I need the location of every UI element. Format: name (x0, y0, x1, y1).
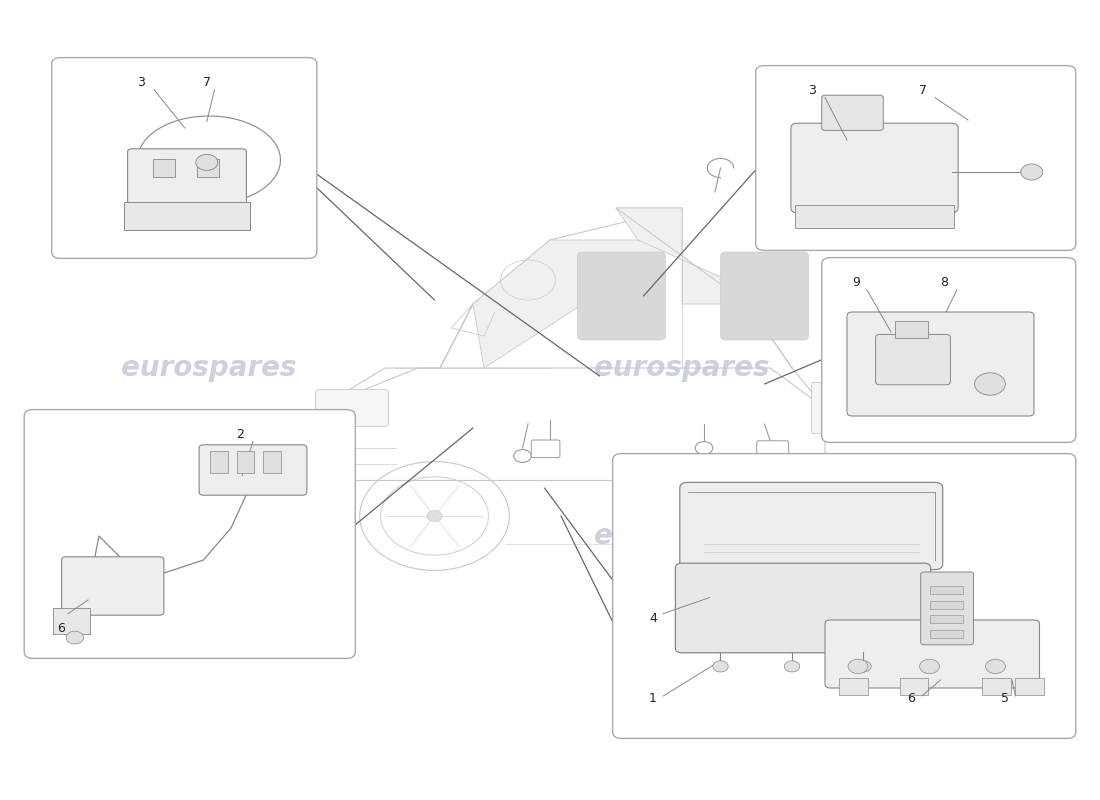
FancyBboxPatch shape (839, 678, 868, 695)
FancyBboxPatch shape (825, 620, 1040, 688)
Text: 8: 8 (940, 276, 948, 290)
FancyBboxPatch shape (263, 451, 280, 473)
FancyBboxPatch shape (680, 482, 943, 570)
FancyBboxPatch shape (62, 557, 164, 615)
Bar (930, 586, 962, 594)
Circle shape (713, 661, 728, 672)
FancyBboxPatch shape (876, 334, 950, 385)
Circle shape (784, 661, 800, 672)
Text: eurospares: eurospares (121, 354, 297, 382)
FancyBboxPatch shape (153, 159, 175, 177)
FancyBboxPatch shape (720, 252, 808, 340)
Text: eurospares: eurospares (121, 522, 297, 550)
FancyBboxPatch shape (895, 321, 928, 338)
Text: eurospares: eurospares (594, 522, 770, 550)
Circle shape (975, 373, 1005, 395)
FancyBboxPatch shape (316, 390, 388, 426)
Circle shape (848, 659, 868, 674)
Polygon shape (616, 208, 748, 304)
FancyBboxPatch shape (675, 563, 931, 653)
FancyBboxPatch shape (795, 205, 954, 228)
Circle shape (66, 631, 84, 644)
FancyBboxPatch shape (791, 123, 958, 213)
Circle shape (1021, 164, 1043, 180)
FancyBboxPatch shape (812, 382, 838, 434)
Circle shape (856, 661, 871, 672)
FancyBboxPatch shape (578, 252, 666, 340)
FancyBboxPatch shape (822, 95, 883, 130)
FancyBboxPatch shape (236, 451, 254, 473)
Circle shape (920, 659, 939, 674)
FancyBboxPatch shape (757, 441, 789, 462)
FancyBboxPatch shape (531, 440, 560, 458)
Text: 3: 3 (808, 85, 816, 98)
Bar (930, 615, 962, 623)
Circle shape (196, 154, 218, 170)
FancyBboxPatch shape (199, 445, 307, 495)
Text: 5: 5 (1001, 691, 1009, 705)
FancyBboxPatch shape (197, 159, 219, 177)
FancyBboxPatch shape (822, 258, 1076, 442)
FancyBboxPatch shape (53, 608, 90, 634)
Text: 7: 7 (204, 76, 211, 90)
Text: 3: 3 (138, 76, 145, 90)
Text: 6: 6 (908, 691, 915, 705)
FancyBboxPatch shape (128, 149, 246, 211)
Polygon shape (616, 208, 781, 304)
FancyBboxPatch shape (1015, 678, 1044, 695)
FancyBboxPatch shape (756, 66, 1076, 250)
Text: 1: 1 (649, 691, 657, 705)
FancyBboxPatch shape (900, 678, 928, 695)
FancyBboxPatch shape (24, 410, 355, 658)
FancyBboxPatch shape (847, 312, 1034, 416)
Bar (930, 601, 962, 609)
Circle shape (702, 511, 717, 522)
FancyBboxPatch shape (124, 202, 250, 230)
FancyBboxPatch shape (210, 451, 228, 473)
Text: 4: 4 (649, 611, 657, 625)
Circle shape (986, 659, 1005, 674)
Bar (930, 630, 962, 638)
Text: 9: 9 (852, 276, 860, 290)
FancyBboxPatch shape (613, 454, 1076, 738)
FancyBboxPatch shape (921, 572, 974, 645)
FancyBboxPatch shape (982, 678, 1011, 695)
Text: 7: 7 (918, 85, 926, 98)
Circle shape (427, 510, 442, 522)
Text: 2: 2 (236, 429, 244, 442)
FancyBboxPatch shape (52, 58, 317, 258)
Polygon shape (473, 240, 682, 368)
Text: 6: 6 (57, 622, 65, 635)
Text: eurospares: eurospares (594, 354, 770, 382)
